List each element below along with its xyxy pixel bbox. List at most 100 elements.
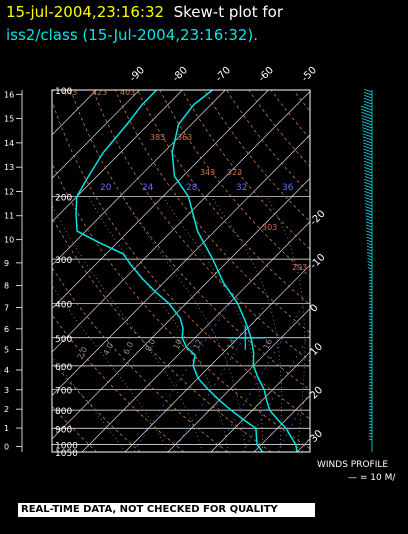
wind-barb [368, 423, 373, 426]
wind-barb [364, 173, 373, 177]
isotherm-line [52, 90, 140, 179]
pressure-tick-label: 500 [55, 335, 72, 345]
dry-adiabat-line [52, 162, 310, 450]
moist-adiabat-label: 14 [226, 338, 238, 351]
wind-barb [368, 303, 373, 306]
dry-adiabat-label: 343 [200, 168, 215, 177]
isotherm-line [52, 90, 226, 266]
wind-barb [368, 408, 373, 411]
temperature-tick-label: 20 [308, 385, 325, 402]
wind-barb [363, 97, 373, 102]
wind-barb [368, 372, 373, 375]
height-tick-label: 16 [4, 90, 14, 99]
wind-barb [368, 270, 373, 273]
wind-barb [368, 405, 373, 408]
dry-adiabat-line [52, 216, 272, 452]
wind-barb [368, 378, 373, 381]
moist-adiabat-line [88, 196, 229, 452]
winds-profile-label: WINDS PROFILE [317, 460, 389, 470]
dry-adiabat-line [159, 90, 310, 278]
wind-barb [368, 414, 373, 417]
wind-barb [363, 178, 373, 183]
moist-adiabat-line [211, 196, 282, 452]
isotherm-line [167, 308, 310, 452]
wind-barb [368, 279, 373, 282]
height-tick-label: 3 [4, 386, 9, 395]
wind-barb [361, 121, 373, 126]
dry-adiabat-label: 383 [150, 133, 165, 142]
wind-barb [368, 333, 373, 336]
moist-adiabat-line [162, 196, 263, 452]
wind-barb [365, 224, 373, 228]
temperature-tick-label: 30 [308, 428, 325, 445]
wind-barb [368, 288, 373, 291]
wind-barb [368, 381, 373, 384]
wind-barb [368, 285, 373, 288]
wind-barb [368, 390, 373, 393]
dry-adiabat-line [181, 90, 310, 250]
chart-axes: 1002003004005006007008009001000105001234… [4, 65, 328, 459]
temperature-tick-label: -70 [214, 65, 233, 84]
wind-barb [368, 321, 373, 324]
isotherm-line [81, 221, 310, 452]
wind-barb [368, 306, 373, 309]
height-tick-label: 11 [4, 212, 14, 221]
dry-adiabat-line [52, 405, 97, 452]
mixing-ratio-label: 24 [142, 183, 154, 193]
moist-adiabat-line [122, 196, 246, 452]
dry-adiabat-label: 303 [262, 223, 277, 232]
wind-barb [364, 203, 373, 207]
moist-adiabat-line [52, 204, 203, 452]
moist-adiabat-line [266, 196, 306, 452]
height-tick-label: 15 [4, 115, 14, 124]
wind-barb [364, 166, 373, 171]
mixing-ratio-label: 20 [100, 183, 112, 193]
wind-barb [365, 212, 373, 216]
wind-barb [362, 127, 373, 132]
wind-barb [368, 312, 373, 315]
plot-frame [51, 89, 311, 453]
temperature-tick-label: -80 [171, 65, 190, 84]
wind-barb [361, 114, 373, 120]
dry-adiabat-line [52, 360, 141, 452]
wind-barb [368, 438, 373, 441]
pressure-tick-label: 900 [55, 425, 72, 435]
moist-adiabat-line [52, 284, 169, 452]
wind-barb [368, 387, 373, 390]
dry-adiabat-label: 423 [92, 88, 107, 97]
isotherm-line [383, 90, 408, 452]
wind-barb [366, 230, 373, 234]
height-tick-label: 12 [4, 187, 14, 196]
height-tick-label: 7 [4, 303, 9, 312]
isotherm-line [52, 90, 183, 223]
pressure-tick-label: 300 [55, 256, 72, 266]
wind-barb [368, 399, 373, 402]
wind-barb [368, 315, 373, 318]
winds-profile [360, 88, 373, 452]
wind-barb [364, 181, 373, 186]
wind-barb [368, 327, 373, 330]
isotherm-line [124, 264, 310, 452]
chart-grid: 4434234033833633433233032932832732632532… [52, 88, 408, 452]
isotherm-line [210, 351, 310, 452]
wind-barb [365, 221, 373, 225]
moist-adiabat-label: 4.0 [102, 342, 116, 357]
wind-barb [362, 142, 373, 147]
wind-barb [364, 197, 373, 201]
height-tick-label: 4 [4, 366, 9, 375]
temperature-profile-line [171, 90, 298, 452]
wind-barb [364, 187, 373, 192]
wind-barb [364, 184, 373, 189]
temperature-tick-label: -10 [308, 252, 327, 271]
wind-barb [368, 309, 373, 312]
height-tick-label: 9 [4, 259, 9, 268]
wind-barb [366, 233, 373, 237]
wind-barb [365, 209, 373, 213]
wind-barb [368, 294, 373, 297]
dry-adiabat-label: 293 [292, 263, 307, 272]
dry-adiabat-line [114, 90, 310, 334]
height-tick-label: 0 [4, 443, 9, 452]
wind-barb [362, 133, 373, 138]
wind-barb [367, 267, 373, 270]
dry-adiabat-label: 443 [62, 88, 77, 97]
